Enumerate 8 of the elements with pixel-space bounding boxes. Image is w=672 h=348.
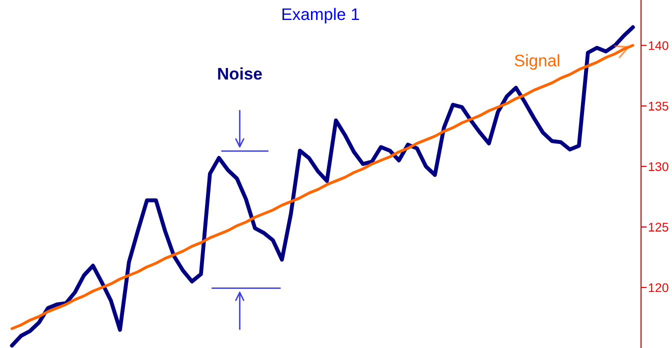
- series-label: Signal: [514, 54, 560, 70]
- y-tick-label: 120: [648, 283, 668, 292]
- annotation: Noise: [218, 67, 262, 80]
- y-tick-label: 130: [648, 162, 668, 172]
- y-tick-label: 140: [648, 41, 668, 50]
- y-tick-label: 135: [648, 102, 668, 111]
- chart-title: Example 1: [282, 8, 360, 24]
- y-tick-label: 125: [648, 222, 668, 232]
